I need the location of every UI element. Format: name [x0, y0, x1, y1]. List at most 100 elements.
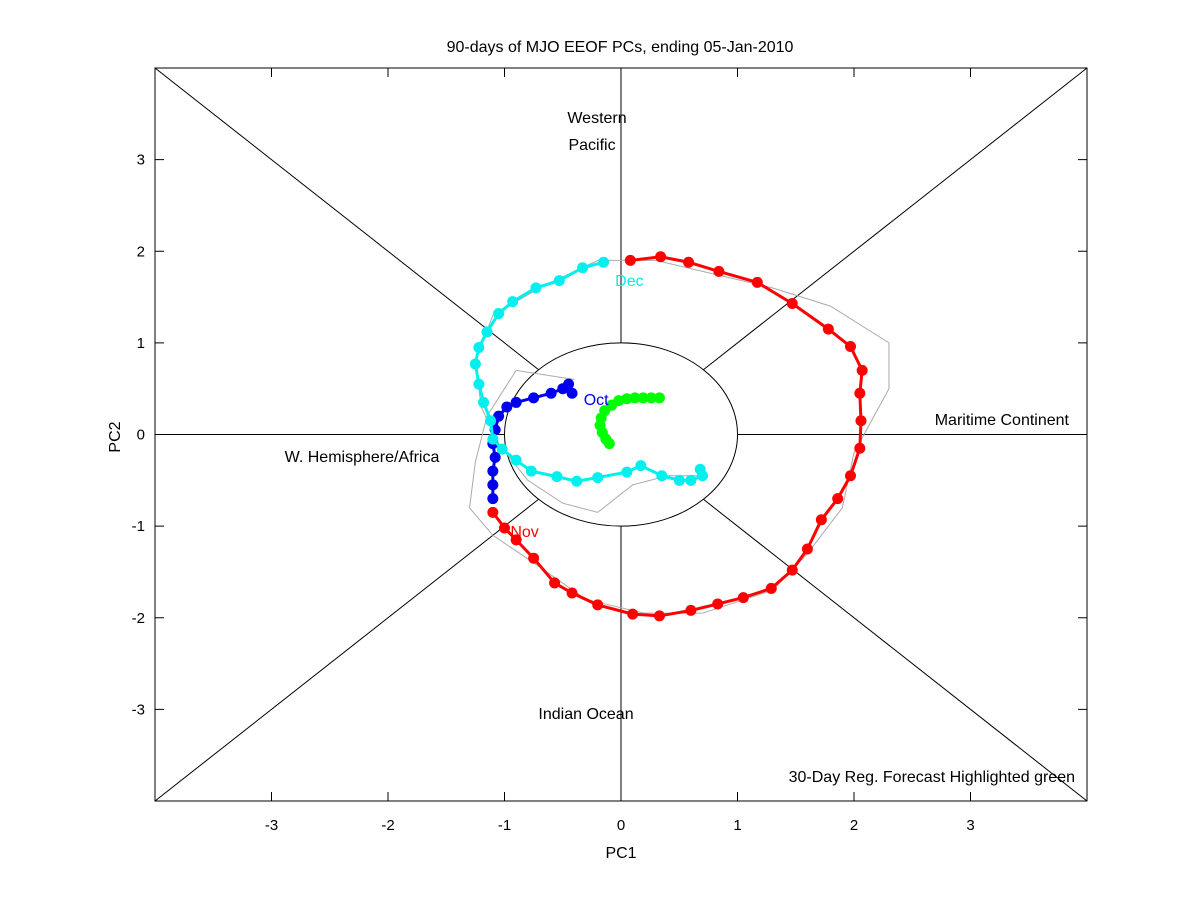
data-point-nov	[854, 387, 866, 399]
data-point-nov	[627, 608, 639, 620]
x-tick-label: -3	[265, 817, 278, 834]
data-point-nov	[856, 364, 868, 376]
region-label-indian-ocean: Indian Ocean	[538, 706, 633, 723]
y-tick-label: 1	[137, 335, 145, 352]
month-label-oct: Oct	[584, 392, 609, 409]
data-point-30-day-reg-forecast	[629, 392, 641, 404]
data-point-dec	[481, 326, 493, 338]
region-label-western: Western	[567, 110, 626, 127]
data-point-oct	[510, 396, 522, 408]
x-tick-label: -1	[498, 817, 511, 834]
data-point-dec	[496, 443, 508, 455]
data-point-nov	[786, 297, 798, 309]
data-point-nov	[713, 265, 725, 277]
data-point-30-day-reg-forecast	[653, 392, 665, 404]
x-tick-label: 1	[733, 817, 741, 834]
data-point-dec	[685, 474, 697, 486]
data-point-nov	[786, 564, 798, 576]
data-point-dec	[551, 471, 563, 483]
data-point-30-day-reg-forecast	[637, 392, 649, 404]
data-point-dec	[656, 470, 668, 482]
divider-diagonal-1	[703, 67, 1088, 371]
data-point-nov	[683, 256, 695, 268]
data-point-nov	[815, 514, 827, 526]
data-point-nov	[751, 276, 763, 288]
data-point-nov	[737, 592, 749, 604]
data-point-dec	[473, 341, 485, 353]
data-point-dec	[673, 474, 685, 486]
region-label-maritime-continent: Maritime Continent	[935, 412, 1070, 429]
data-point-nov	[549, 577, 561, 589]
divider-diagonal-2	[154, 67, 539, 371]
x-tick-label: 0	[617, 817, 625, 834]
data-point-nov	[566, 587, 578, 599]
data-point-dec	[571, 475, 583, 487]
data-point-nov	[685, 604, 697, 616]
data-point-nov	[487, 506, 499, 518]
data-point-nov	[592, 599, 604, 611]
forecast-footnote: 30-Day Reg. Forecast Highlighted green	[789, 769, 1075, 786]
data-point-30-day-reg-forecast	[621, 393, 633, 405]
y-tick-label: -1	[132, 518, 145, 535]
data-point-nov	[845, 341, 857, 353]
data-point-oct	[545, 387, 557, 399]
data-point-nov	[499, 522, 510, 534]
y-tick-label: 0	[137, 427, 145, 444]
month-label-dec: Dec	[615, 273, 643, 290]
data-point-nov	[855, 415, 867, 427]
x-tick-label: 2	[850, 817, 858, 834]
data-point-oct	[487, 465, 499, 477]
data-point-dec	[598, 256, 610, 268]
series-30-day-reg-forecast	[594, 392, 665, 450]
data-point-nov	[845, 470, 857, 482]
data-point-nov	[655, 251, 667, 263]
series-dec	[469, 256, 709, 487]
data-point-nov	[801, 543, 813, 555]
data-point-oct	[489, 451, 501, 463]
data-point-dec	[493, 308, 505, 320]
data-point-dec	[621, 466, 633, 478]
x-axis-label: PC1	[605, 845, 636, 862]
data-point-oct	[501, 401, 513, 413]
data-point-oct	[493, 410, 505, 422]
month-labels: Oct Nov Dec	[510, 273, 643, 541]
data-point-dec	[694, 463, 706, 475]
region-labels: Western Pacific Maritime Continent W. He…	[285, 110, 1070, 723]
unit-circle	[504, 342, 738, 527]
region-label-pacific: Pacific	[568, 137, 615, 154]
data-point-oct	[528, 392, 540, 404]
data-point-dec	[507, 296, 519, 308]
data-point-nov	[832, 493, 844, 505]
data-point-oct	[557, 383, 569, 395]
data-point-nov	[510, 534, 522, 546]
series-nov	[487, 251, 868, 622]
divider-diagonal-4	[703, 498, 1088, 802]
divider-diagonal-3	[154, 498, 539, 802]
data-point-dec	[530, 282, 542, 294]
data-point-oct	[566, 387, 578, 399]
y-tick-label: 3	[137, 152, 145, 169]
y-tick-label: -2	[132, 610, 145, 627]
data-point-nov	[712, 598, 724, 610]
region-label-w-hemisphere-africa: W. Hemisphere/Africa	[285, 449, 440, 466]
data-point-dec	[469, 358, 481, 370]
data-point-nov	[765, 582, 777, 594]
data-point-nov	[822, 323, 834, 335]
data-point-dec	[478, 396, 490, 408]
data-point-30-day-reg-forecast	[645, 392, 657, 404]
data-point-dec	[485, 415, 497, 427]
plot-area: Oct Nov Dec	[154, 67, 1088, 802]
x-tick-label: 3	[966, 817, 974, 834]
data-point-oct	[487, 479, 499, 491]
data-point-dec	[525, 465, 537, 477]
data-point-dec	[577, 262, 589, 274]
y-tick-label: 2	[137, 243, 145, 260]
y-tick-label: -3	[132, 701, 145, 718]
month-label-nov: Nov	[510, 524, 538, 541]
x-tick-label: -2	[381, 817, 394, 834]
data-point-dec	[553, 275, 565, 287]
data-point-nov	[653, 610, 665, 622]
data-point-oct	[487, 493, 499, 505]
